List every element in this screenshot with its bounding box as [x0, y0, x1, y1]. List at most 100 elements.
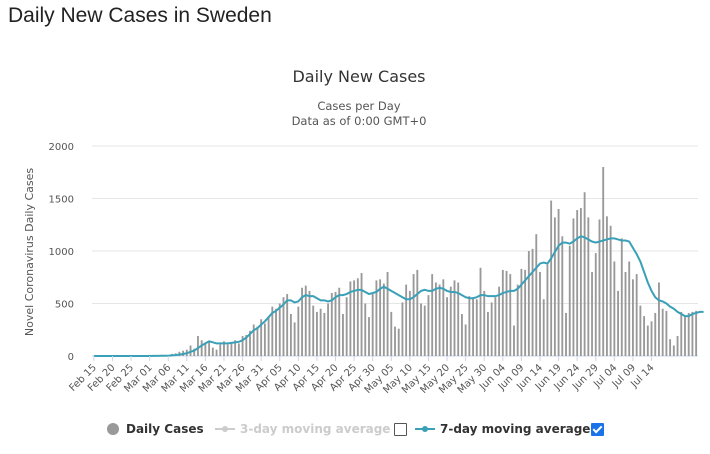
bar[interactable] [620, 238, 623, 356]
bar[interactable] [211, 347, 214, 356]
toggle-3day-checkbox[interactable] [394, 423, 407, 436]
bar[interactable] [364, 303, 367, 357]
bar[interactable] [605, 216, 608, 356]
bar[interactable] [234, 340, 237, 356]
bar[interactable] [427, 295, 430, 356]
bar[interactable] [252, 324, 255, 357]
bar[interactable] [371, 294, 374, 356]
bar[interactable] [568, 245, 571, 356]
bar[interactable] [308, 290, 311, 356]
bar[interactable] [297, 306, 300, 356]
bar[interactable] [327, 303, 330, 357]
bar[interactable] [330, 293, 333, 356]
bar[interactable] [245, 335, 248, 356]
bar[interactable] [501, 269, 504, 356]
bar[interactable] [561, 236, 564, 356]
bar[interactable] [401, 302, 404, 356]
bar[interactable] [353, 280, 356, 356]
bar[interactable] [516, 284, 519, 356]
bar[interactable] [483, 290, 486, 356]
bar[interactable] [460, 314, 463, 356]
bar[interactable] [237, 343, 240, 356]
bar[interactable] [197, 336, 199, 356]
bar[interactable] [323, 312, 326, 356]
bar[interactable] [658, 282, 660, 357]
bar[interactable] [204, 342, 207, 356]
bar[interactable] [617, 290, 619, 356]
toggle-7day-checkbox[interactable] [591, 423, 604, 436]
bar[interactable] [386, 272, 389, 356]
bar[interactable] [624, 272, 627, 356]
bar[interactable] [382, 283, 385, 356]
bar[interactable] [449, 286, 452, 356]
bar[interactable] [472, 297, 474, 356]
bar[interactable] [360, 273, 363, 356]
bar[interactable] [193, 348, 196, 356]
bar[interactable] [293, 322, 296, 356]
bar[interactable] [509, 274, 512, 356]
bar[interactable] [438, 284, 441, 356]
bar[interactable] [423, 305, 426, 356]
bar[interactable] [397, 328, 400, 356]
bar[interactable] [498, 286, 501, 356]
bar[interactable] [349, 281, 352, 356]
bar[interactable] [505, 270, 508, 356]
bar[interactable] [223, 341, 225, 356]
bar[interactable] [226, 344, 229, 356]
bar[interactable] [635, 274, 638, 356]
bar[interactable] [208, 341, 211, 356]
bar[interactable] [654, 312, 657, 356]
bar[interactable] [650, 321, 653, 356]
bar[interactable] [379, 279, 382, 356]
bar[interactable] [531, 248, 534, 356]
bar[interactable] [289, 314, 292, 356]
bar[interactable] [565, 312, 567, 356]
bar[interactable] [475, 299, 478, 356]
bar[interactable] [278, 303, 281, 357]
bar[interactable] [613, 261, 616, 357]
bar[interactable] [579, 207, 582, 356]
bar[interactable] [275, 308, 277, 356]
bar[interactable] [591, 272, 593, 356]
bar[interactable] [412, 274, 415, 356]
bar[interactable] [312, 305, 315, 356]
bar[interactable] [632, 279, 634, 356]
bar[interactable] [420, 303, 422, 357]
bar[interactable] [672, 345, 675, 357]
bar[interactable] [550, 200, 553, 356]
bar[interactable] [602, 167, 605, 356]
bar[interactable] [434, 282, 437, 357]
bar[interactable] [587, 217, 590, 356]
bar[interactable] [200, 340, 203, 356]
bar[interactable] [542, 299, 545, 356]
bar[interactable] [267, 316, 270, 356]
bar[interactable] [539, 272, 541, 356]
bar[interactable] [368, 317, 370, 356]
bar[interactable] [338, 287, 341, 356]
bar[interactable] [453, 280, 456, 356]
bar[interactable] [490, 302, 493, 356]
bar[interactable] [256, 326, 259, 356]
bar[interactable] [249, 330, 251, 356]
bar[interactable] [219, 344, 222, 356]
bar[interactable] [342, 314, 344, 356]
bar[interactable] [260, 319, 263, 356]
bar[interactable] [494, 297, 497, 356]
bar[interactable] [457, 282, 460, 357]
bar[interactable] [271, 306, 274, 356]
bar[interactable] [319, 308, 322, 356]
bar[interactable] [241, 336, 244, 356]
bar[interactable] [643, 316, 646, 356]
bar[interactable] [646, 325, 649, 356]
bar[interactable] [639, 305, 642, 356]
bar[interactable] [628, 261, 631, 357]
bar[interactable] [535, 234, 538, 356]
bar[interactable] [464, 324, 467, 357]
bar[interactable] [576, 210, 579, 356]
bar[interactable] [375, 280, 378, 356]
bar[interactable] [513, 325, 515, 356]
bar[interactable] [405, 284, 408, 356]
bar[interactable] [687, 312, 690, 356]
bar[interactable] [442, 279, 445, 356]
bar[interactable] [520, 268, 523, 356]
